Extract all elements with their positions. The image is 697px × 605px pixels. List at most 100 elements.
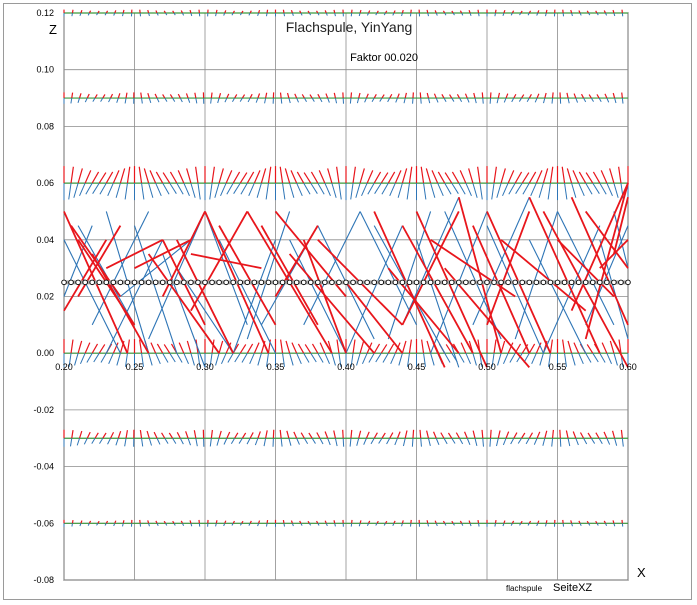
segment-blue: [133, 225, 178, 354]
field-vector-red: [585, 172, 594, 184]
field-vector-blue: [296, 182, 303, 196]
field-vector-red: [389, 432, 394, 439]
field-vector-blue: [621, 97, 624, 104]
field-vector-blue: [367, 182, 375, 195]
field-vector-red: [84, 170, 92, 184]
field-vector-red: [511, 520, 515, 524]
field-vector-blue: [100, 352, 107, 363]
x-tick-label: 0.40: [337, 362, 355, 372]
field-vector-red: [172, 520, 175, 524]
field-vector-blue: [187, 97, 191, 103]
field-vector-red: [97, 10, 100, 14]
field-vector-red: [442, 10, 446, 14]
segment-red: [556, 239, 615, 298]
chart-title: Flachspule, YinYang: [286, 19, 413, 35]
field-vector-red: [500, 340, 506, 354]
field-vector-blue: [451, 97, 455, 102]
field-vector-red: [404, 430, 408, 439]
data-point: [554, 279, 561, 286]
field-vector-red: [620, 429, 623, 439]
field-vector-blue: [165, 523, 168, 526]
data-point: [392, 279, 399, 286]
field-vector-red: [412, 429, 415, 439]
data-point: [300, 279, 307, 286]
field-vector-blue: [247, 97, 251, 103]
field-vector-red: [352, 166, 356, 184]
field-vector-blue: [403, 97, 406, 104]
segment-blue: [514, 211, 559, 340]
data-point: [110, 279, 117, 286]
field-vector-blue: [474, 438, 478, 446]
field-vector-blue: [503, 352, 509, 364]
data-point: [230, 279, 236, 286]
field-vector-blue: [375, 352, 382, 363]
x-tick-label: 0.60: [619, 362, 637, 372]
field-vector-red: [249, 432, 254, 439]
field-vector-blue: [165, 12, 168, 16]
field-vector-red: [71, 9, 74, 14]
field-vector-red: [122, 520, 125, 524]
data-point: [138, 279, 145, 286]
field-vector-blue: [209, 183, 213, 200]
field-vector-blue: [324, 352, 330, 364]
field-vector-blue: [246, 438, 251, 445]
field-vector-red: [549, 166, 554, 184]
field-vector-red: [421, 339, 425, 354]
field-vector-red: [316, 10, 319, 14]
field-vector-red: [494, 9, 497, 14]
field-vector-blue: [317, 352, 324, 363]
field-vector-blue: [596, 12, 599, 16]
field-vector-blue: [430, 182, 436, 198]
field-vector-red: [117, 93, 121, 99]
field-vector-blue: [83, 438, 88, 445]
field-vector-red: [154, 93, 158, 99]
field-vector-red: [459, 520, 463, 524]
field-vector-red: [604, 93, 608, 99]
field-vector-red: [176, 432, 181, 439]
field-vector-blue: [458, 182, 466, 195]
field-vector-red: [373, 432, 378, 439]
field-vector-blue: [389, 182, 396, 196]
field-vector-red: [536, 431, 541, 439]
data-point: [547, 279, 554, 286]
field-vector-blue: [155, 352, 161, 364]
field-vector-blue: [283, 12, 286, 17]
field-vector-blue: [79, 12, 82, 16]
footer-small-label: flachspule: [506, 584, 543, 593]
field-vector-blue: [233, 182, 241, 194]
field-vector-blue: [231, 523, 234, 526]
field-vector-blue: [451, 182, 459, 194]
field-vector-blue: [327, 97, 330, 103]
data-point: [195, 279, 201, 286]
field-vector-red: [336, 339, 340, 354]
segment-red: [288, 253, 375, 354]
y-tick-label: 0.06: [36, 178, 54, 188]
field-vector-blue: [308, 523, 312, 526]
field-vector-blue: [220, 182, 227, 196]
field-vector-blue: [93, 352, 100, 363]
field-vector-red: [468, 10, 471, 14]
field-vector-red: [381, 94, 385, 99]
field-vector-red: [304, 344, 312, 354]
field-vector-red: [420, 166, 425, 184]
data-point: [441, 279, 448, 286]
field-vector-red: [84, 342, 91, 354]
segment-red: [190, 211, 249, 312]
field-vector-blue: [108, 97, 111, 103]
field-vector-blue: [210, 97, 212, 104]
data-point: [625, 279, 631, 286]
field-vector-blue: [592, 352, 599, 363]
field-vector-blue: [606, 438, 611, 445]
field-vector-blue: [141, 353, 144, 367]
data-point: [456, 279, 462, 286]
field-vector-red: [359, 168, 365, 184]
field-vector-red: [544, 430, 548, 439]
field-vector-blue: [508, 182, 516, 195]
x-axis-label: X: [637, 565, 646, 580]
field-vector-red: [279, 166, 284, 184]
field-vector-red: [389, 93, 393, 99]
data-point: [216, 279, 222, 286]
segment-red: [260, 225, 319, 326]
field-vector-red: [497, 92, 501, 99]
field-vector-red: [218, 168, 224, 184]
